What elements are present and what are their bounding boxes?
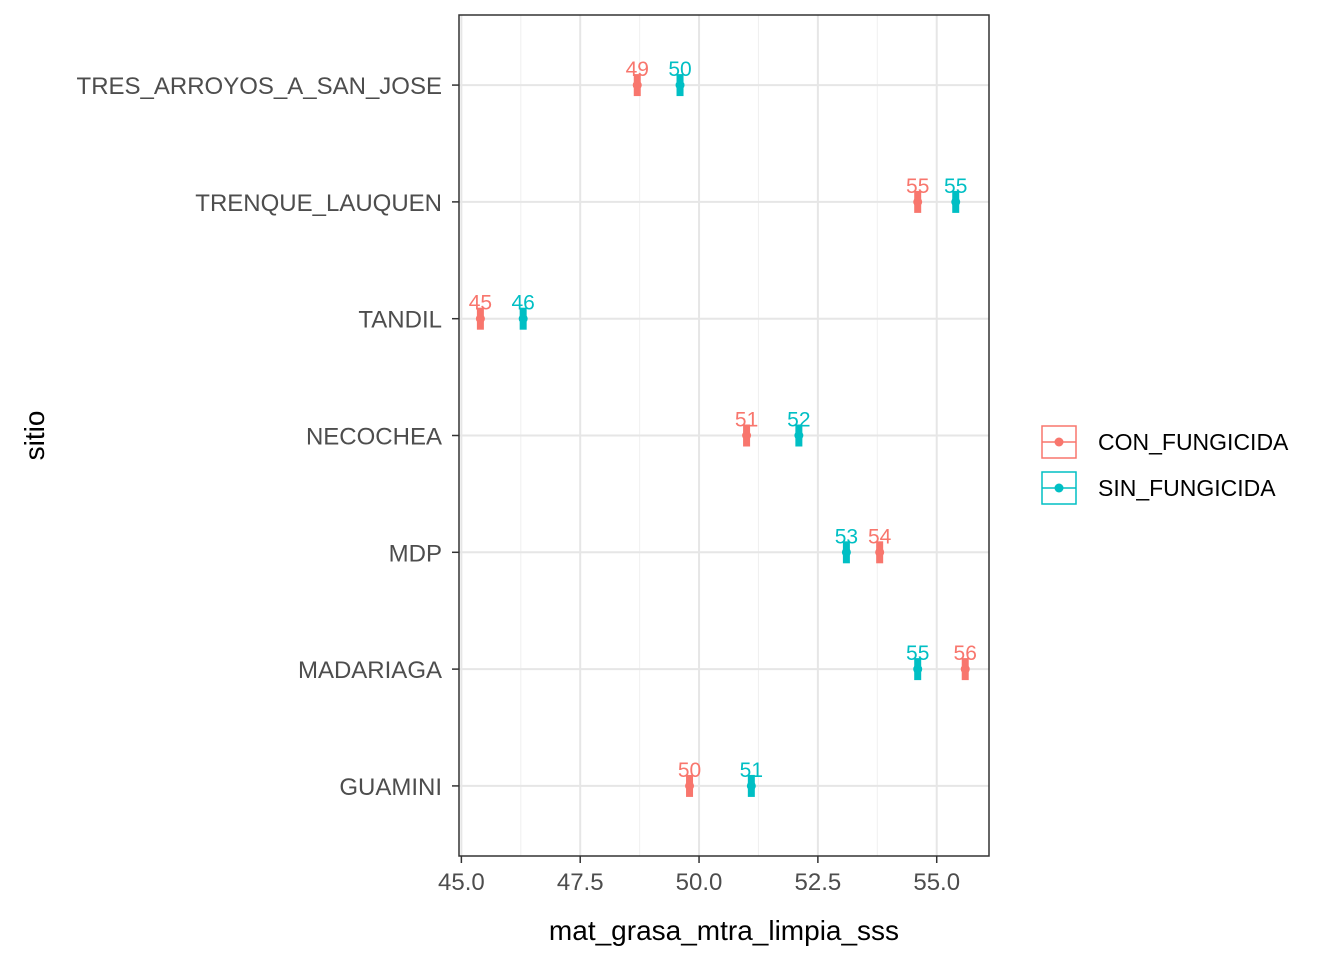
legend: CON_FUNGICIDA SIN_FUNGICIDA — [1041, 425, 1289, 505]
data-label: 54 — [868, 525, 892, 548]
point-dot — [794, 431, 804, 440]
legend-label: CON_FUNGICIDA — [1098, 429, 1289, 455]
data-point: 45 — [469, 292, 492, 330]
point-dot — [518, 314, 528, 324]
data-point: 49 — [626, 58, 649, 97]
data-point: 55 — [944, 175, 967, 213]
data-point: 50 — [668, 58, 692, 97]
data-label: 51 — [735, 409, 758, 432]
point-dot — [960, 664, 970, 674]
y-tick-label: TRES_ARROYOS_A_SAN_JOSE — [77, 73, 442, 100]
data-point: 46 — [511, 292, 535, 330]
point-dot — [475, 314, 485, 324]
point-dot — [685, 781, 695, 791]
legend-key-dot — [1054, 437, 1064, 447]
grid — [459, 15, 989, 856]
data-label: 49 — [626, 58, 649, 81]
data-point: 50 — [678, 759, 701, 797]
data-point: 51 — [740, 759, 763, 797]
y-tick-label: TRENQUE_LAUQUEN — [195, 190, 442, 217]
data-label: 55 — [944, 175, 967, 198]
y-tick-label: MDP — [389, 540, 442, 567]
y-tick-label: GUAMINI — [339, 774, 442, 801]
x-tick-label: 55.0 — [913, 869, 960, 896]
data-point: 56 — [954, 642, 977, 681]
legend-key-dot — [1054, 483, 1064, 493]
y-tick-label: NECOCHEA — [306, 424, 442, 451]
data-label: 45 — [469, 292, 492, 315]
data-point: 51 — [735, 409, 758, 447]
data-label: 55 — [906, 175, 929, 198]
data-label: 46 — [511, 292, 534, 315]
data-point: 52 — [787, 409, 811, 447]
data-label: 51 — [740, 759, 763, 782]
legend-item: SIN_FUNGICIDA — [1041, 471, 1276, 505]
point-dot — [675, 80, 685, 90]
legend-item: CON_FUNGICIDA — [1041, 425, 1289, 459]
point-dot — [875, 547, 885, 557]
data-point: 53 — [835, 525, 858, 564]
data-point: 54 — [868, 525, 892, 564]
point-dot — [913, 664, 923, 674]
point-dot — [913, 197, 923, 207]
data-label: 55 — [906, 642, 929, 665]
data-label: 52 — [787, 409, 810, 432]
point-dot — [841, 547, 851, 557]
axes: 45.0 47.5 50.0 52.5 55.0 GUAMINI MADARIAGA MDP N… — [77, 73, 961, 896]
data-point: 55 — [906, 175, 929, 213]
legend-label: SIN_FUNGICIDA — [1098, 475, 1276, 501]
x-tick-label: 45.0 — [438, 869, 485, 896]
x-tick-label: 52.5 — [795, 869, 842, 896]
y-axis-title: sitio — [19, 411, 50, 461]
data-label: 50 — [668, 58, 691, 81]
x-tick-label: 50.0 — [676, 869, 723, 896]
y-tick-label: TANDIL — [358, 307, 442, 334]
data-point: 55 — [906, 642, 929, 681]
point-dot — [951, 197, 961, 207]
data-label: 53 — [835, 525, 858, 548]
x-tick-label: 47.5 — [557, 869, 604, 896]
point-dot — [746, 781, 756, 791]
point-dot — [632, 80, 642, 90]
point-dot — [742, 431, 752, 440]
data-label: 50 — [678, 759, 701, 782]
y-tick-label: MADARIAGA — [298, 657, 442, 684]
data-label: 56 — [954, 642, 977, 665]
x-axis-title: mat_grasa_mtra_limpia_sss — [549, 915, 899, 946]
data-marks: 50 56 54 51 45 55 49 51 55 53 52 46 55 50 — [469, 58, 977, 797]
